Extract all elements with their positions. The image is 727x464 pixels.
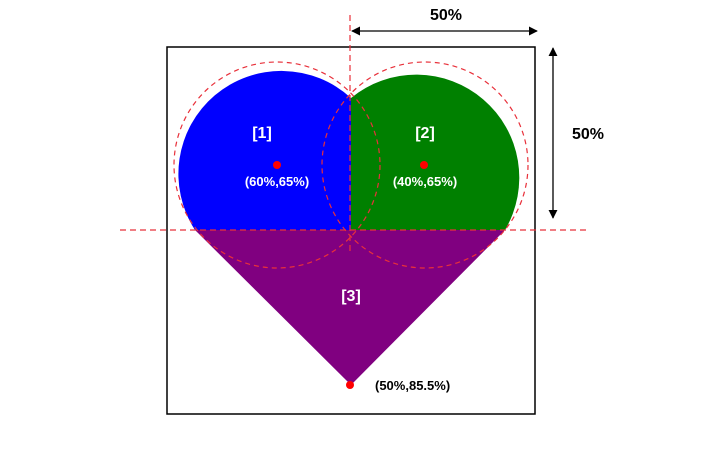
left-lobe-region <box>178 70 351 230</box>
height-dimension-label: 50% <box>572 126 604 143</box>
bottom-region-label: [3] <box>341 288 361 305</box>
right-lobe-label: [2] <box>415 125 435 142</box>
width-dimension-label: 50% <box>430 7 462 24</box>
bottom-tip-label: (50%,85.5%) <box>375 378 450 393</box>
bottom-region <box>195 230 505 385</box>
right-center-point <box>420 161 428 169</box>
right-guide-circle <box>321 61 529 269</box>
right-center-label: (40%,65%) <box>393 174 457 189</box>
bottom-tip-point <box>346 381 354 389</box>
left-guide-circle <box>173 61 381 269</box>
right-lobe-region <box>351 74 520 230</box>
left-lobe-label: [1] <box>252 125 272 142</box>
left-center-point <box>273 161 281 169</box>
left-center-label: (60%,65%) <box>245 174 309 189</box>
